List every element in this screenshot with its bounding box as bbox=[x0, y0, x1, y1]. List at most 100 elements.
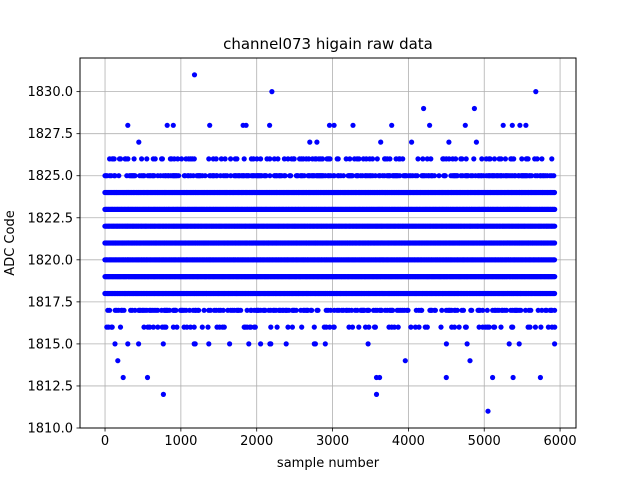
data-point bbox=[112, 341, 118, 347]
data-point bbox=[343, 156, 349, 162]
data-point bbox=[155, 324, 161, 330]
data-point bbox=[534, 156, 540, 162]
data-point bbox=[552, 240, 558, 246]
data-point bbox=[201, 307, 207, 313]
data-point bbox=[301, 173, 307, 179]
data-point bbox=[535, 307, 541, 313]
data-point-outlier bbox=[269, 89, 275, 95]
data-point bbox=[405, 307, 411, 313]
data-point bbox=[206, 341, 212, 347]
y-tick-label: 1812.5 bbox=[28, 379, 74, 394]
data-point bbox=[218, 156, 224, 162]
data-point-outlier bbox=[485, 408, 491, 414]
data-point bbox=[349, 173, 356, 179]
data-point bbox=[227, 341, 233, 347]
data-point bbox=[391, 324, 397, 330]
data-point bbox=[132, 307, 138, 313]
data-point bbox=[460, 307, 467, 313]
data-point bbox=[451, 324, 458, 330]
data-point bbox=[238, 307, 244, 313]
data-point-outlier bbox=[326, 122, 333, 128]
data-point bbox=[222, 156, 228, 162]
data-point bbox=[309, 307, 315, 313]
data-point bbox=[191, 156, 197, 162]
data-point bbox=[528, 307, 534, 313]
data-point-outlier bbox=[144, 374, 151, 381]
data-point bbox=[327, 324, 333, 330]
data-point-outlier bbox=[160, 391, 166, 397]
data-point bbox=[366, 307, 372, 313]
data-point-outlier bbox=[350, 122, 356, 128]
data-point bbox=[206, 156, 212, 162]
data-point bbox=[116, 173, 122, 179]
data-point bbox=[111, 156, 117, 162]
data-point bbox=[139, 156, 145, 162]
data-point bbox=[207, 307, 214, 313]
data-point-outlier bbox=[170, 122, 176, 128]
data-point bbox=[516, 341, 522, 347]
data-point bbox=[551, 257, 558, 263]
data-point bbox=[487, 156, 493, 162]
data-point bbox=[456, 324, 462, 330]
data-point bbox=[459, 156, 465, 162]
data-point bbox=[539, 156, 545, 162]
data-point bbox=[347, 156, 353, 162]
data-point bbox=[275, 156, 281, 162]
data-point bbox=[480, 307, 486, 313]
data-point bbox=[263, 173, 269, 179]
data-point bbox=[428, 156, 434, 162]
data-point bbox=[379, 307, 385, 313]
data-point bbox=[438, 324, 444, 330]
data-point bbox=[532, 324, 539, 330]
data-point bbox=[322, 341, 328, 347]
y-tick-label: 1815.0 bbox=[28, 337, 74, 352]
plot-area-frame bbox=[79, 57, 577, 429]
x-tick-label: 2000 bbox=[240, 434, 273, 449]
data-point bbox=[408, 324, 414, 330]
data-point bbox=[118, 156, 124, 162]
data-point bbox=[107, 307, 113, 313]
data-point bbox=[268, 341, 274, 347]
data-point bbox=[443, 341, 449, 347]
data-point bbox=[187, 307, 193, 313]
data-point bbox=[178, 156, 185, 162]
y-tick-label: 1817.5 bbox=[28, 295, 74, 310]
data-point bbox=[196, 307, 202, 313]
data-point bbox=[152, 156, 158, 162]
data-point bbox=[538, 324, 544, 330]
data-point bbox=[274, 324, 280, 330]
data-point bbox=[439, 307, 445, 313]
data-point bbox=[150, 324, 156, 330]
data-point bbox=[312, 341, 318, 347]
data-point bbox=[471, 156, 477, 162]
data-point bbox=[479, 156, 485, 162]
data-point bbox=[453, 156, 459, 162]
data-point-outlier bbox=[331, 122, 337, 128]
data-point-outlier bbox=[267, 122, 273, 128]
data-point bbox=[502, 156, 508, 162]
data-point bbox=[372, 324, 378, 330]
data-point bbox=[545, 324, 552, 330]
data-point bbox=[147, 324, 153, 330]
data-point-outlier bbox=[427, 122, 433, 128]
data-point bbox=[246, 341, 252, 347]
data-point bbox=[141, 324, 147, 330]
data-point bbox=[552, 223, 558, 229]
data-point bbox=[163, 324, 169, 330]
data-point bbox=[519, 156, 525, 162]
data-point bbox=[366, 324, 372, 330]
data-point bbox=[387, 156, 393, 162]
y-tick-label: 1830.0 bbox=[28, 85, 74, 100]
data-point-outlier bbox=[490, 374, 496, 381]
data-point bbox=[473, 139, 479, 145]
data-point bbox=[431, 173, 438, 179]
y-axis-ticks: 1810.0 1812.5 1815.0 1817.5 1820.0 1822.5 1825… bbox=[28, 85, 80, 437]
data-point bbox=[491, 156, 498, 162]
data-point bbox=[151, 173, 157, 179]
data-point-outlier bbox=[523, 122, 529, 128]
data-point bbox=[446, 139, 452, 145]
data-point bbox=[241, 156, 247, 162]
data-point bbox=[244, 307, 250, 313]
data-point bbox=[314, 139, 320, 145]
data-point bbox=[390, 307, 396, 313]
